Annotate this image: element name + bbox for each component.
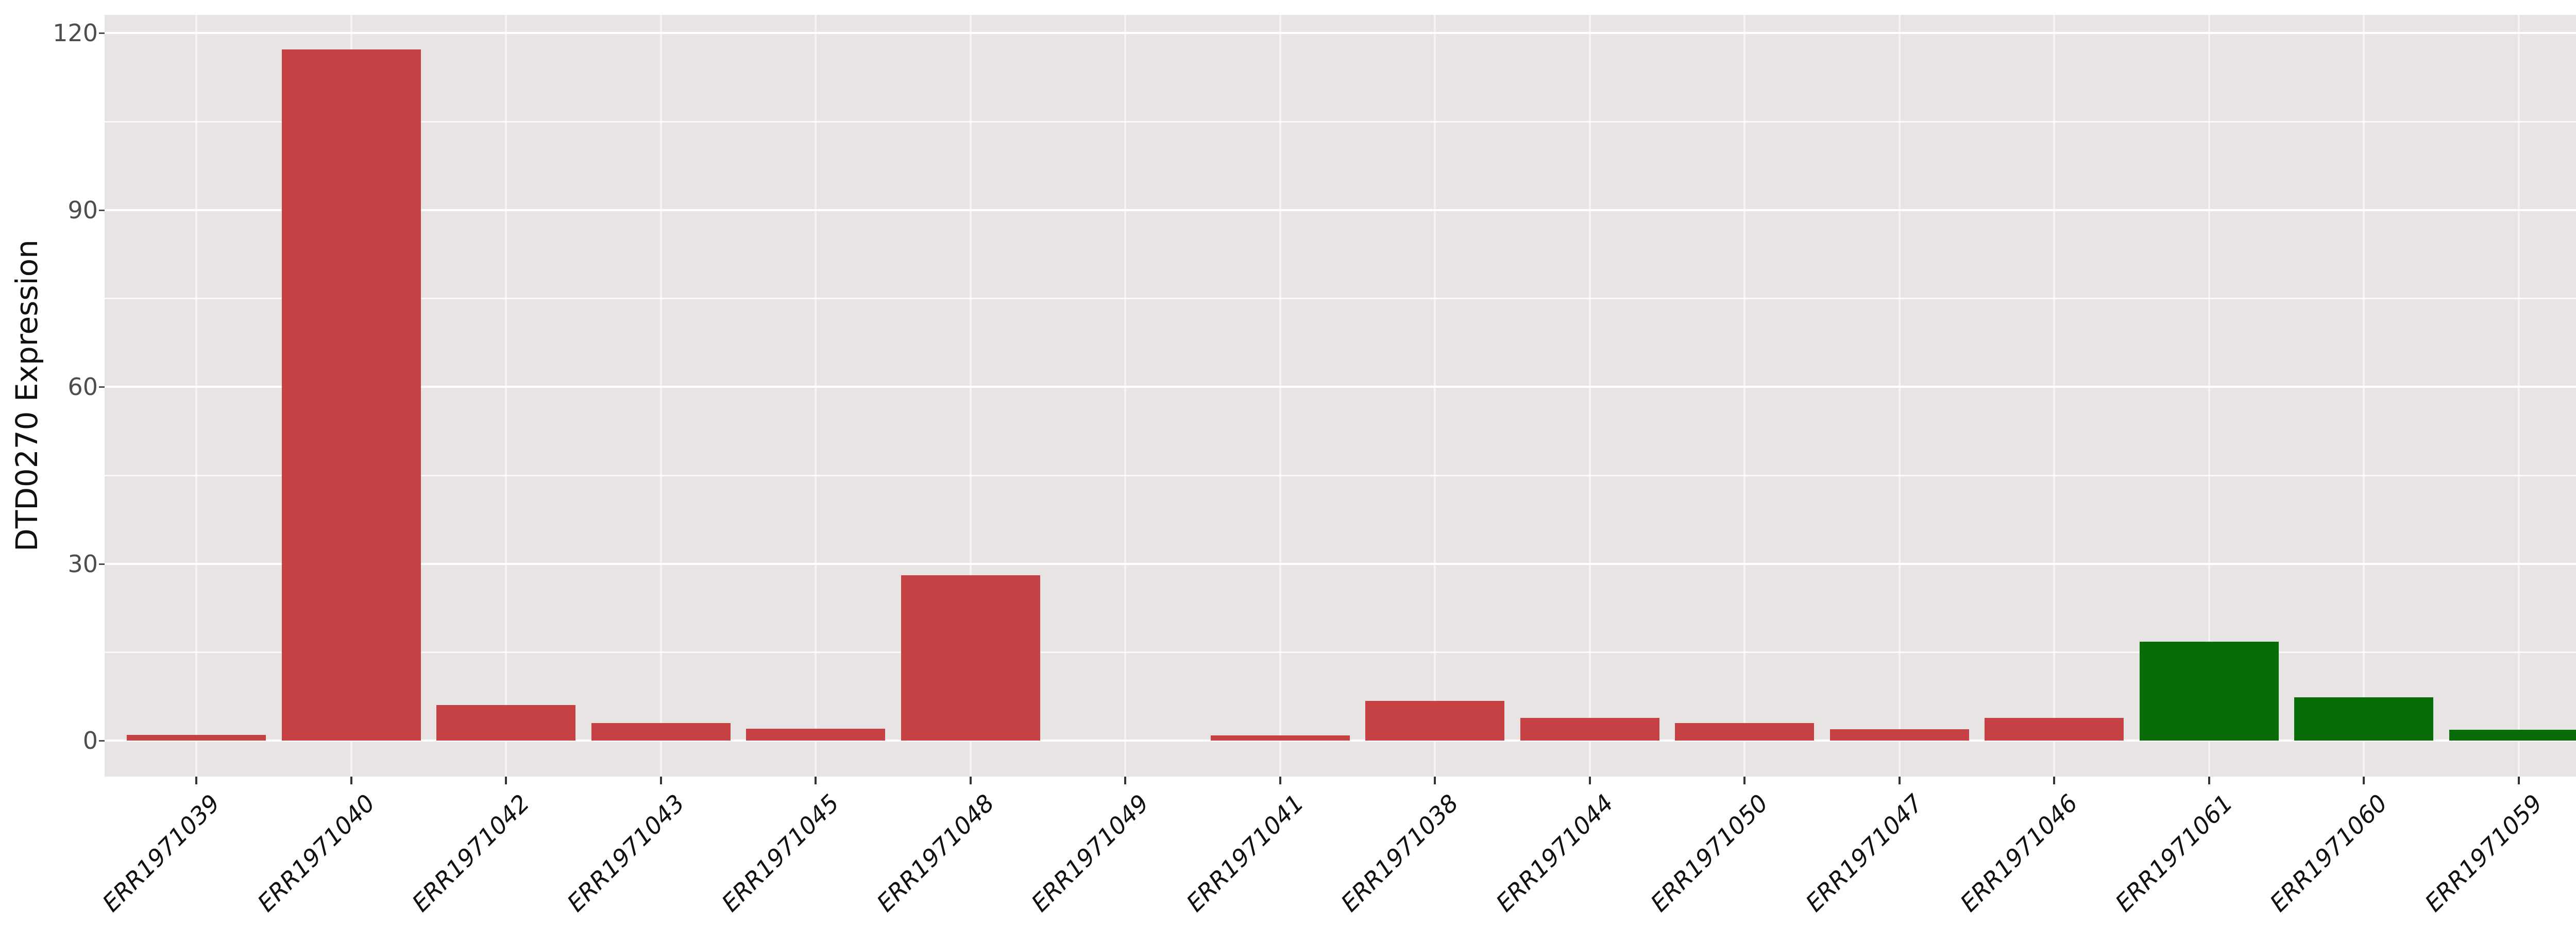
bar-ERR1971044 [1520,718,1659,741]
x-tick-label: ERR1971045 [716,789,845,917]
bar-ERR1971038 [1365,701,1504,741]
bar-ERR1971043 [591,723,731,741]
bar-ERR1971050 [1675,723,1814,741]
vertical-gridline [815,15,817,777]
minor-gridline [105,651,2576,654]
x-tick-label: ERR1971047 [1800,789,1928,917]
x-tick-label: ERR1971042 [406,789,535,917]
major-gridline [105,740,2576,742]
minor-gridline [105,474,2576,476]
x-tick-label: ERR1971049 [1026,789,1155,917]
y-tick-mark [99,386,105,388]
vertical-gridline [969,15,972,777]
x-tick-mark [505,777,507,784]
x-tick-label: ERR1971059 [2419,789,2548,917]
y-tick-mark [99,740,105,742]
y-tick-label: 120 [53,19,98,47]
vertical-gridline [1588,15,1591,777]
vertical-gridline [2517,15,2520,777]
y-tick-mark [99,32,105,34]
x-tick-mark [2363,777,2365,784]
bar-ERR1971041 [1210,735,1350,741]
vertical-gridline [659,15,662,777]
x-tick-label: ERR1971043 [561,789,690,917]
bar-ERR1971047 [1829,729,1969,741]
bar-ERR1971045 [746,729,885,741]
vertical-gridline [1434,15,1436,777]
bar-ERR1971060 [2294,697,2433,741]
vertical-gridline [2208,15,2210,777]
vertical-gridline [1898,15,1901,777]
x-tick-label: ERR1971044 [1490,789,1619,917]
x-tick-mark [2208,777,2210,784]
vertical-gridline [1743,15,1745,777]
major-gridline [105,32,2576,34]
bar-ERR1971046 [1985,718,2124,741]
major-gridline [105,386,2576,388]
bar-ERR1971061 [2139,641,2279,741]
vertical-gridline [505,15,507,777]
x-tick-mark [815,777,817,784]
y-tick-label: 90 [67,196,98,224]
x-tick-label: ERR1971046 [1955,789,2083,917]
y-tick-label: 30 [67,550,98,578]
major-gridline [105,562,2576,565]
vertical-gridline [2053,15,2055,777]
vertical-gridline [195,15,197,777]
x-tick-mark [1898,777,1901,784]
x-tick-mark [1434,777,1436,784]
vertical-gridline [1124,15,1126,777]
vertical-gridline [1279,15,1281,777]
x-tick-mark [350,777,352,784]
vertical-gridline [2363,15,2365,777]
bar-ERR1971040 [281,49,421,741]
x-tick-label: ERR1971040 [251,789,380,917]
x-tick-label: ERR1971041 [1180,789,1309,917]
x-tick-mark [195,777,197,784]
x-tick-label: ERR1971061 [2109,789,2238,917]
bar-ERR1971039 [127,734,266,741]
x-tick-mark [1743,777,1745,784]
x-tick-mark [659,777,662,784]
x-tick-label: ERR1971050 [1645,789,1774,917]
major-gridline [105,209,2576,211]
x-tick-label: ERR1971058 [2574,789,2576,917]
x-tick-mark [1588,777,1591,784]
y-tick-mark [99,563,105,565]
bar-ERR1971059 [2449,730,2576,741]
x-tick-label: ERR1971048 [871,789,999,917]
minor-gridline [105,298,2576,300]
x-tick-mark [1124,777,1126,784]
x-tick-label: ERR1971039 [97,789,226,917]
plot-panel [105,15,2576,777]
bar-ERR1971048 [901,575,1040,741]
x-tick-label: ERR1971060 [2264,789,2393,917]
x-tick-mark [1279,777,1281,784]
y-tick-mark [99,209,105,211]
minor-gridline [105,121,2576,123]
bar-ERR1971042 [436,705,575,741]
y-tick-label: 60 [67,373,98,401]
x-tick-label: ERR1971038 [1335,789,1464,917]
x-tick-mark [2053,777,2055,784]
y-tick-label: 0 [82,727,98,754]
x-tick-mark [969,777,972,784]
x-tick-mark [2517,777,2520,784]
